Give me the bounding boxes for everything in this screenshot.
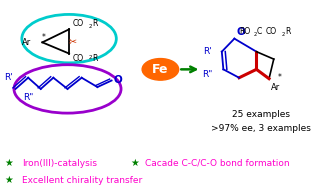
Text: R': R' (203, 47, 212, 56)
Text: 2: 2 (89, 24, 92, 29)
Text: Cacade C-C/C-O bond formation: Cacade C-C/C-O bond formation (145, 159, 289, 168)
Text: 2: 2 (282, 32, 285, 37)
Text: CO: CO (266, 27, 277, 36)
Text: ★: ★ (130, 158, 139, 168)
Text: Excellent chirality transfer: Excellent chirality transfer (22, 176, 142, 185)
Text: Fe: Fe (152, 63, 169, 76)
Text: R: R (286, 27, 291, 36)
Text: ✂: ✂ (69, 36, 77, 46)
Text: ★: ★ (5, 158, 13, 168)
Circle shape (142, 59, 179, 80)
Text: Ar: Ar (271, 83, 280, 92)
Text: Iron(III)-catalysis: Iron(III)-catalysis (22, 159, 97, 168)
Text: R": R" (202, 70, 212, 79)
Text: 2: 2 (89, 55, 92, 60)
Text: R": R" (23, 93, 33, 102)
Text: CO: CO (72, 19, 83, 28)
Text: ★: ★ (5, 175, 13, 185)
Text: *: * (42, 33, 46, 42)
Text: CO: CO (72, 54, 83, 64)
Text: >97% ee, 3 examples: >97% ee, 3 examples (211, 124, 311, 132)
Text: RO: RO (239, 27, 250, 36)
Text: Ar: Ar (22, 38, 31, 47)
Text: R': R' (4, 73, 12, 82)
Text: C: C (257, 27, 262, 36)
Text: *: * (278, 73, 282, 82)
Text: O: O (113, 75, 122, 85)
Text: O: O (237, 27, 246, 37)
Text: 25 examples: 25 examples (232, 111, 290, 119)
Text: R: R (92, 19, 98, 28)
Text: 2: 2 (253, 32, 257, 37)
Text: R: R (92, 54, 98, 64)
